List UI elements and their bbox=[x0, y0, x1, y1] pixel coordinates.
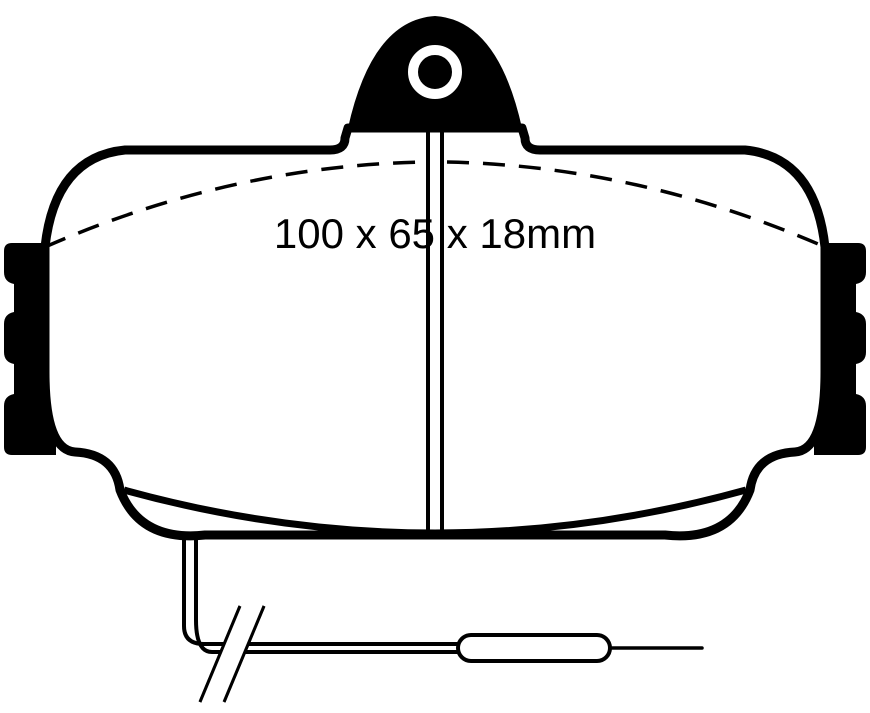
sensor-tip bbox=[458, 635, 610, 661]
pad-body-outline bbox=[45, 128, 825, 536]
brake-pad-diagram: 100 x 65 x 18mm bbox=[0, 0, 870, 713]
wear-sensor bbox=[184, 535, 702, 702]
dimension-label: 100 x 65 x 18mm bbox=[274, 210, 596, 257]
